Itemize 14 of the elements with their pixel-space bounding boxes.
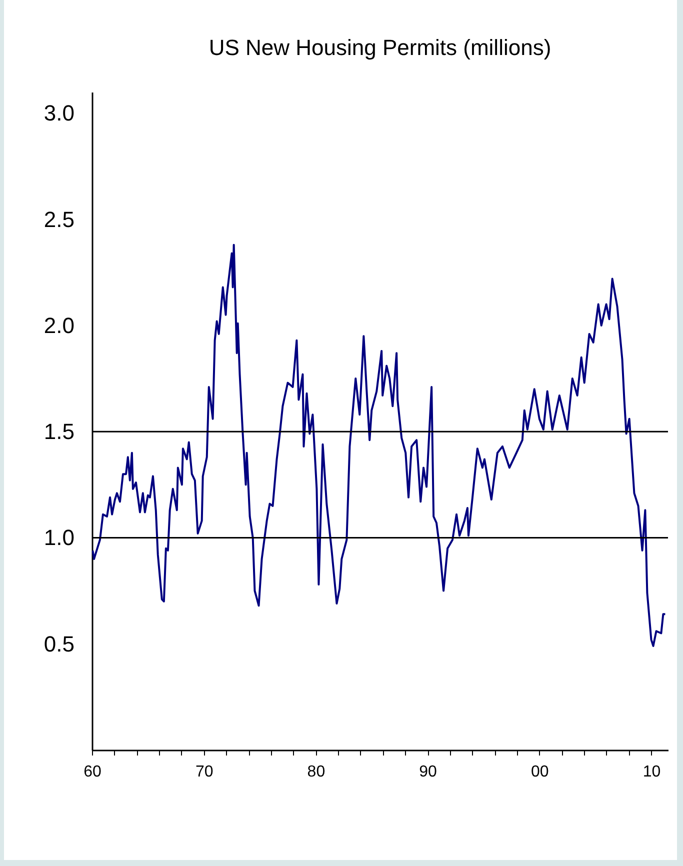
line-series bbox=[92, 244, 666, 647]
y-tick-label: 2.5 bbox=[44, 206, 74, 232]
x-tick-label: 10 bbox=[642, 764, 661, 780]
y-tick-label: 3.0 bbox=[44, 100, 74, 126]
x-tick-label: 80 bbox=[307, 764, 326, 780]
x-tick-label: 60 bbox=[84, 764, 102, 780]
y-tick-label: 2.0 bbox=[44, 312, 74, 338]
y-tick-label: 0.5 bbox=[44, 631, 74, 656]
chart-title: US New Housing Permits (millions) bbox=[208, 35, 552, 60]
x-tick-label: 00 bbox=[530, 764, 549, 780]
x-tick-label: 90 bbox=[419, 764, 438, 780]
x-tick-label: 70 bbox=[195, 764, 214, 780]
y-tick-label: 1.0 bbox=[44, 525, 74, 550]
y-tick-label: 1.5 bbox=[44, 419, 74, 444]
